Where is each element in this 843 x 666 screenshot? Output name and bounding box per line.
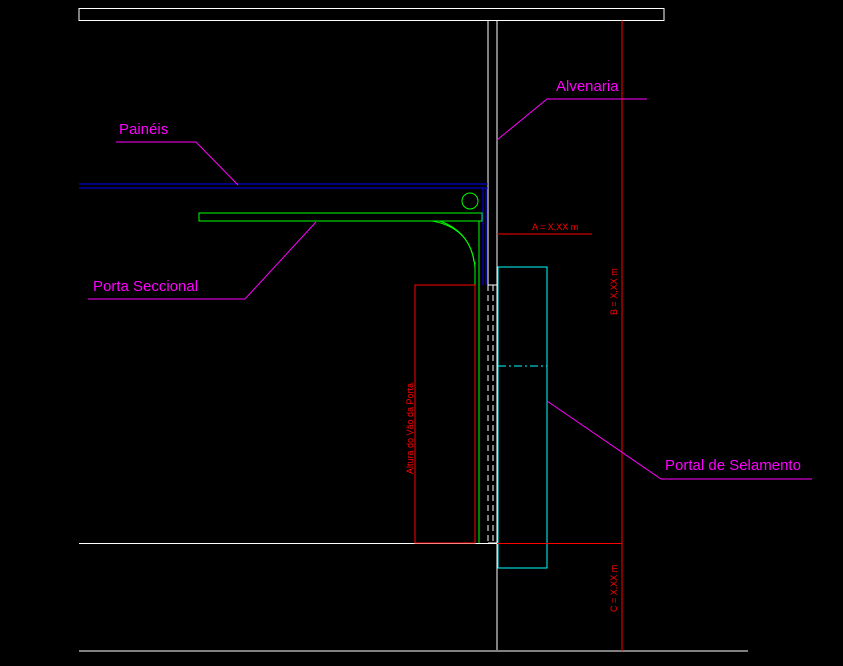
label-porta-seccional: Porta Seccional: [93, 278, 198, 295]
dim-c-label: C = X,XX m: [609, 565, 619, 612]
spring-shaft: [461, 192, 479, 210]
sectional-door: [198, 192, 483, 543]
lintel-top: [78, 8, 665, 21]
label-alvenaria: Alvenaria: [556, 78, 619, 95]
leader-alvenaria: [496, 98, 647, 141]
leader-portal-selamento: [546, 400, 812, 480]
portal-body: [497, 266, 548, 569]
leader-paineis: [116, 141, 239, 186]
dim-a-label: A = X,XX m: [532, 222, 578, 232]
label-portal-selamento: Portal de Selamento: [665, 457, 801, 474]
door-track-horizontal: [198, 212, 483, 222]
dim-b-label: B = X,XX m: [609, 268, 619, 315]
label-paineis: Painéis: [119, 121, 168, 138]
sealing-portal: [497, 266, 548, 569]
label-leaders: [88, 98, 812, 480]
dimension-lines: [414, 20, 623, 651]
masonry-wall: [78, 8, 748, 652]
door-opening-height-label: Altura do Vão da Porta: [405, 383, 415, 474]
ceiling-panels: [79, 183, 488, 285]
door-opening-height-box: [414, 284, 476, 544]
track-curve-inner: [439, 220, 475, 263]
leader-porta-seccional: [88, 221, 317, 300]
